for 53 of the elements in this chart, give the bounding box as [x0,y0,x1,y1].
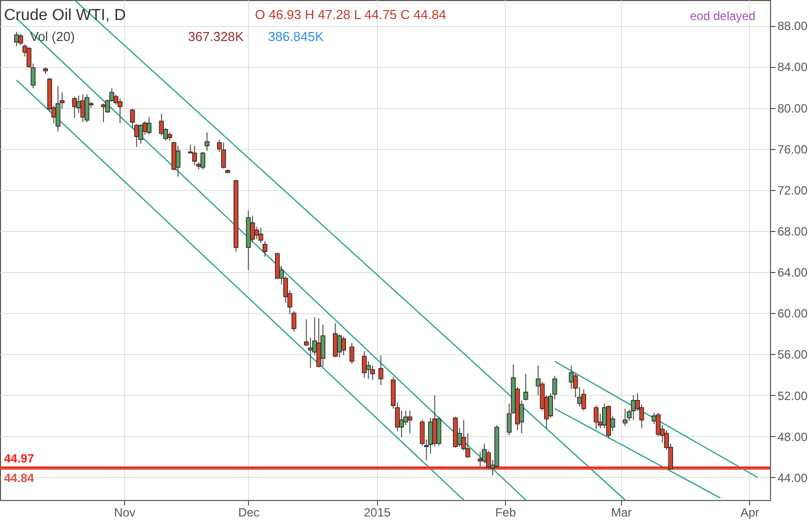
y-tick-label: 80.00 [778,101,808,116]
y-tick-label: 64.00 [778,266,808,280]
annotation: eod delayed [690,9,756,23]
candlestick [146,116,152,135]
x-tick-label: Mar [611,506,632,520]
candlestick [362,350,367,378]
candlestick [622,408,628,427]
annotation: O 46.93 H 47.28 L 44.75 C 44.84 [255,7,446,22]
annotation: 367.328K [188,29,244,44]
x-tick-label: Feb [495,506,516,520]
y-tick-label: 68.00 [778,224,808,239]
x-tick-label: 2015 [364,506,391,520]
y-tick-label: 52.00 [778,388,808,403]
candlestick [370,365,375,380]
candlestick [523,373,528,401]
x-tick-label: Apr [740,506,760,520]
candlestick [72,96,77,119]
candlestick [407,410,412,434]
x-tick-label: Dec [238,506,260,520]
candlestick [258,227,264,244]
y-tick-label: 84.00 [778,60,808,74]
candlestick [399,410,404,438]
candlestick [254,226,260,240]
candlestick [308,337,313,368]
y-tick-label: 76.00 [778,142,808,156]
candlestick [581,388,586,412]
candlestick [262,240,268,258]
candlestick [594,405,599,430]
y-tick-label: 48.00 [778,430,808,444]
candlestick [14,31,19,47]
y-tick-label: 88.00 [778,19,808,34]
candlestick [192,145,197,166]
x-tick-label: Nov [114,506,136,520]
y-tick-label: 60.00 [778,306,808,321]
ref-line-label: 44.97 [4,451,34,466]
y-tick-label: 56.00 [778,348,808,362]
y-tick-label: 72.00 [778,183,808,198]
candlestick [159,113,164,136]
y-tick-label: 44.00 [778,470,808,485]
ref-line-label: 44.84 [4,470,34,485]
annotation: 386.845K [268,29,324,44]
candlestick [118,98,122,124]
candlestick [378,354,384,386]
candlestick [18,33,24,46]
candlestick [341,336,346,356]
candlestick [84,94,90,123]
candlestick [349,342,354,364]
candlestick [176,145,180,178]
candlestick [200,151,206,170]
candlestick [478,451,483,467]
candlestick [56,86,60,132]
candlestick [204,132,210,152]
candlestick [221,142,226,169]
